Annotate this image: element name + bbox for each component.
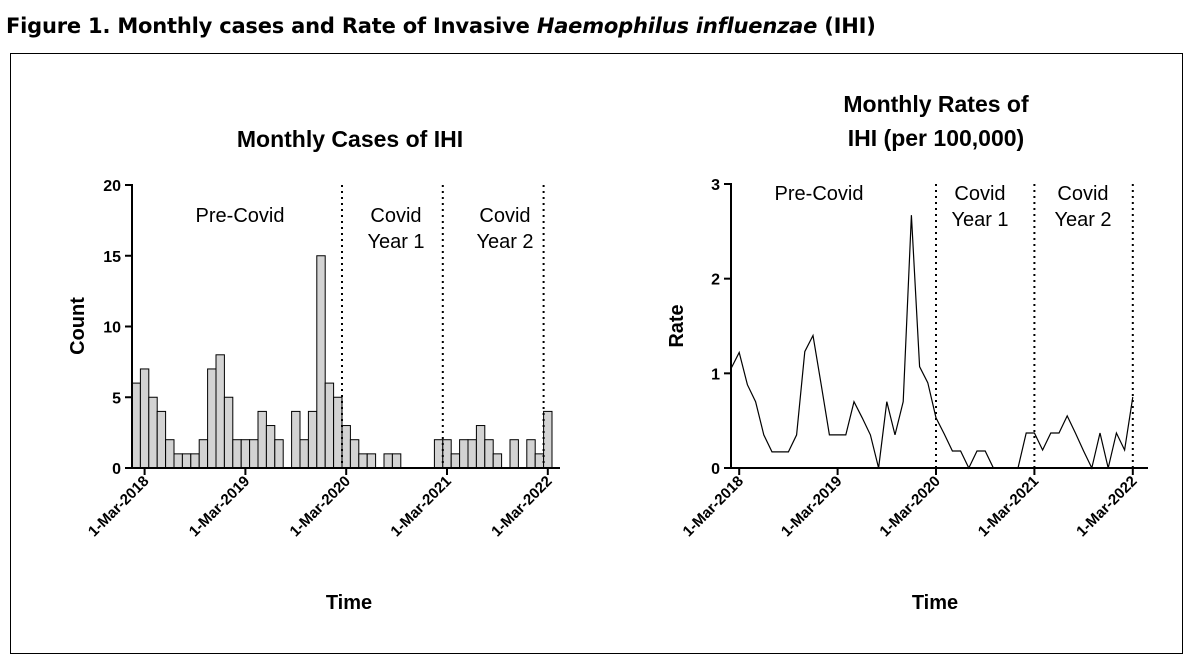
bar [139, 368, 150, 469]
y-tick-label: 0 [112, 461, 121, 478]
bar [366, 453, 377, 469]
y-tick-label: 5 [112, 390, 121, 407]
chart-title-line-1: Monthly Rates of [843, 91, 1029, 117]
bar [249, 439, 259, 469]
bar [509, 439, 519, 469]
bar [173, 453, 183, 469]
period-label: Year 1 [951, 209, 1008, 231]
x-tick-label: 1-Mar-2018 [85, 473, 152, 540]
y-axis-label: Count [67, 297, 89, 355]
chart-title: Monthly Cases of IHI [237, 126, 463, 152]
figure-title-italic: Haemophilus influenzae [536, 14, 818, 38]
figure-title: Figure 1. Monthly cases and Rate of Inva… [6, 14, 876, 38]
bar [257, 410, 267, 469]
bar [543, 410, 553, 469]
chart-title-line-2: IHI (per 100,000) [848, 125, 1024, 151]
x-axis-label: Time [326, 592, 372, 614]
bar [358, 453, 368, 469]
bar [391, 453, 402, 469]
bar [383, 453, 393, 469]
bar [349, 439, 360, 469]
period-label: Covid [370, 205, 421, 227]
x-tick-label: 1-Mar-2019 [778, 473, 845, 540]
rate-series-line [730, 215, 1134, 470]
monthly-cases-chart: Monthly Cases of IHI Count Time 0 5 10 15 20… [67, 126, 560, 614]
period-label: Year 2 [476, 231, 533, 253]
bar [450, 453, 461, 469]
bar [467, 439, 477, 469]
x-tick-label: 1-Mar-2020 [876, 473, 943, 540]
y-tick-label: 2 [711, 272, 720, 289]
bar [215, 354, 225, 469]
bar [198, 439, 209, 469]
period-label: Covid [479, 205, 530, 227]
bar [156, 410, 167, 469]
period-label: Year 1 [367, 231, 424, 253]
period-label: Pre-Covid [775, 183, 864, 205]
bar [316, 255, 326, 469]
y-tick-label: 15 [103, 249, 121, 266]
y-tick-label: 3 [711, 177, 720, 194]
x-tick-label: 1-Mar-2018 [680, 473, 747, 540]
bar [492, 453, 503, 469]
period-label: Year 2 [1054, 209, 1111, 231]
bar [333, 396, 343, 469]
figure-title-label: Figure 1. Monthly cases and Rate of Inva… [6, 14, 537, 38]
bar [181, 453, 192, 469]
bar [265, 425, 276, 469]
bar [165, 439, 175, 469]
bar [131, 382, 141, 469]
x-tick-label: 1-Mar-2022 [488, 473, 555, 540]
bar [484, 439, 494, 469]
figure-frame [10, 53, 1183, 654]
x-tick-label: 1-Mar-2020 [287, 473, 354, 540]
bar [324, 382, 335, 469]
x-tick-label: 1-Mar-2021 [975, 473, 1042, 540]
bar [240, 439, 251, 469]
x-tick-label: 1-Mar-2022 [1073, 473, 1140, 540]
bar [341, 425, 351, 469]
bar [459, 439, 469, 469]
bar [274, 439, 284, 469]
figure-title-suffix: (IHI) [817, 14, 876, 38]
bar [148, 396, 158, 469]
bar [291, 410, 301, 469]
bar [299, 439, 309, 469]
period-label: Covid [954, 183, 1005, 205]
bar [190, 453, 200, 469]
y-tick-label: 20 [103, 178, 121, 195]
period-label: Pre-Covid [196, 205, 285, 227]
bar [223, 396, 234, 469]
bar [307, 410, 318, 469]
bar [433, 439, 444, 469]
bar [232, 439, 242, 469]
period-label: Covid [1057, 183, 1108, 205]
y-axis-label: Rate [666, 304, 688, 347]
bar [475, 425, 486, 469]
bar [534, 453, 545, 469]
monthly-rates-chart: Monthly Rates of IHI (per 100,000) Rate … [666, 91, 1148, 614]
y-tick-label: 1 [711, 366, 720, 383]
bar [207, 368, 217, 469]
y-tick-label: 0 [711, 461, 720, 478]
x-tick-label: 1-Mar-2021 [387, 473, 454, 540]
y-tick-label: 10 [103, 320, 121, 337]
bar [442, 439, 452, 469]
x-tick-label: 1-Mar-2019 [186, 473, 253, 540]
bar [526, 439, 536, 469]
x-axis-label: Time [912, 592, 958, 614]
